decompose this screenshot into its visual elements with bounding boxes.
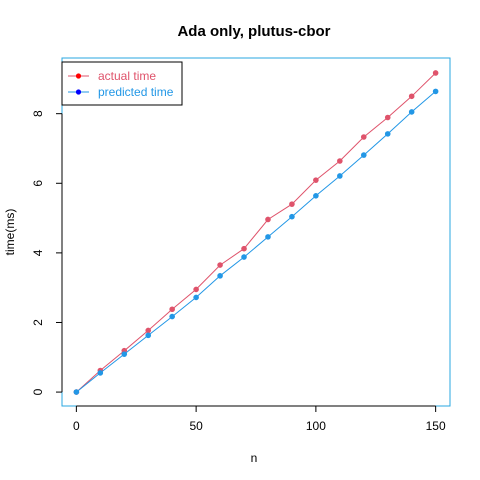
x-tick-label: 100 xyxy=(306,419,326,433)
data-point xyxy=(241,245,247,252)
legend-marker-predicted xyxy=(75,89,82,95)
data-point xyxy=(313,177,319,183)
data-point xyxy=(432,88,439,95)
data-point xyxy=(193,286,199,293)
legend-marker-actual xyxy=(75,73,82,79)
data-point xyxy=(337,158,343,164)
x-tick-label: 150 xyxy=(426,419,446,433)
series-line xyxy=(76,91,436,393)
data-point xyxy=(265,216,271,223)
y-tick-label: 0 xyxy=(31,388,45,395)
y-tick-label: 8 xyxy=(31,110,45,117)
data-point xyxy=(384,114,391,121)
series-layer xyxy=(73,70,439,395)
data-point xyxy=(145,327,152,334)
data-point xyxy=(289,213,295,220)
chart-title: Ada only, plutus-cbor xyxy=(177,23,330,40)
x-axis: 0 50 100 150 xyxy=(73,405,446,433)
data-point xyxy=(121,351,128,357)
legend-label-actual: actual time xyxy=(98,69,156,83)
data-point xyxy=(169,306,175,313)
data-point xyxy=(289,201,295,207)
data-point xyxy=(313,193,319,199)
data-point xyxy=(73,389,80,395)
data-point xyxy=(145,332,152,339)
data-point xyxy=(97,370,104,376)
data-point xyxy=(408,93,415,100)
legend-box xyxy=(61,61,183,106)
legend-label-predicted: predicted time xyxy=(98,85,174,99)
data-point xyxy=(360,152,367,158)
x-axis-label: n xyxy=(251,451,258,465)
series-line xyxy=(76,72,436,393)
y-tick-label: 4 xyxy=(31,249,45,256)
data-point xyxy=(217,262,223,268)
legend: actual time predicted time xyxy=(61,61,183,106)
series-predicted-time xyxy=(73,88,439,395)
y-tick-label: 2 xyxy=(31,319,45,326)
x-tick-label: 50 xyxy=(189,419,203,433)
y-axis: 0 2 4 6 8 xyxy=(31,110,63,395)
data-point xyxy=(432,70,439,76)
data-point xyxy=(217,273,223,279)
y-tick-label: 6 xyxy=(31,180,45,187)
data-point xyxy=(360,134,367,140)
x-tick-label: 0 xyxy=(73,419,80,433)
series-actual-time xyxy=(73,70,439,395)
data-point xyxy=(337,173,343,179)
data-point xyxy=(384,131,391,137)
y-axis-label: time(ms) xyxy=(3,209,17,256)
data-point xyxy=(193,294,199,301)
data-point xyxy=(408,109,415,115)
data-point xyxy=(169,313,175,320)
data-point xyxy=(241,254,247,260)
data-point xyxy=(265,234,271,240)
